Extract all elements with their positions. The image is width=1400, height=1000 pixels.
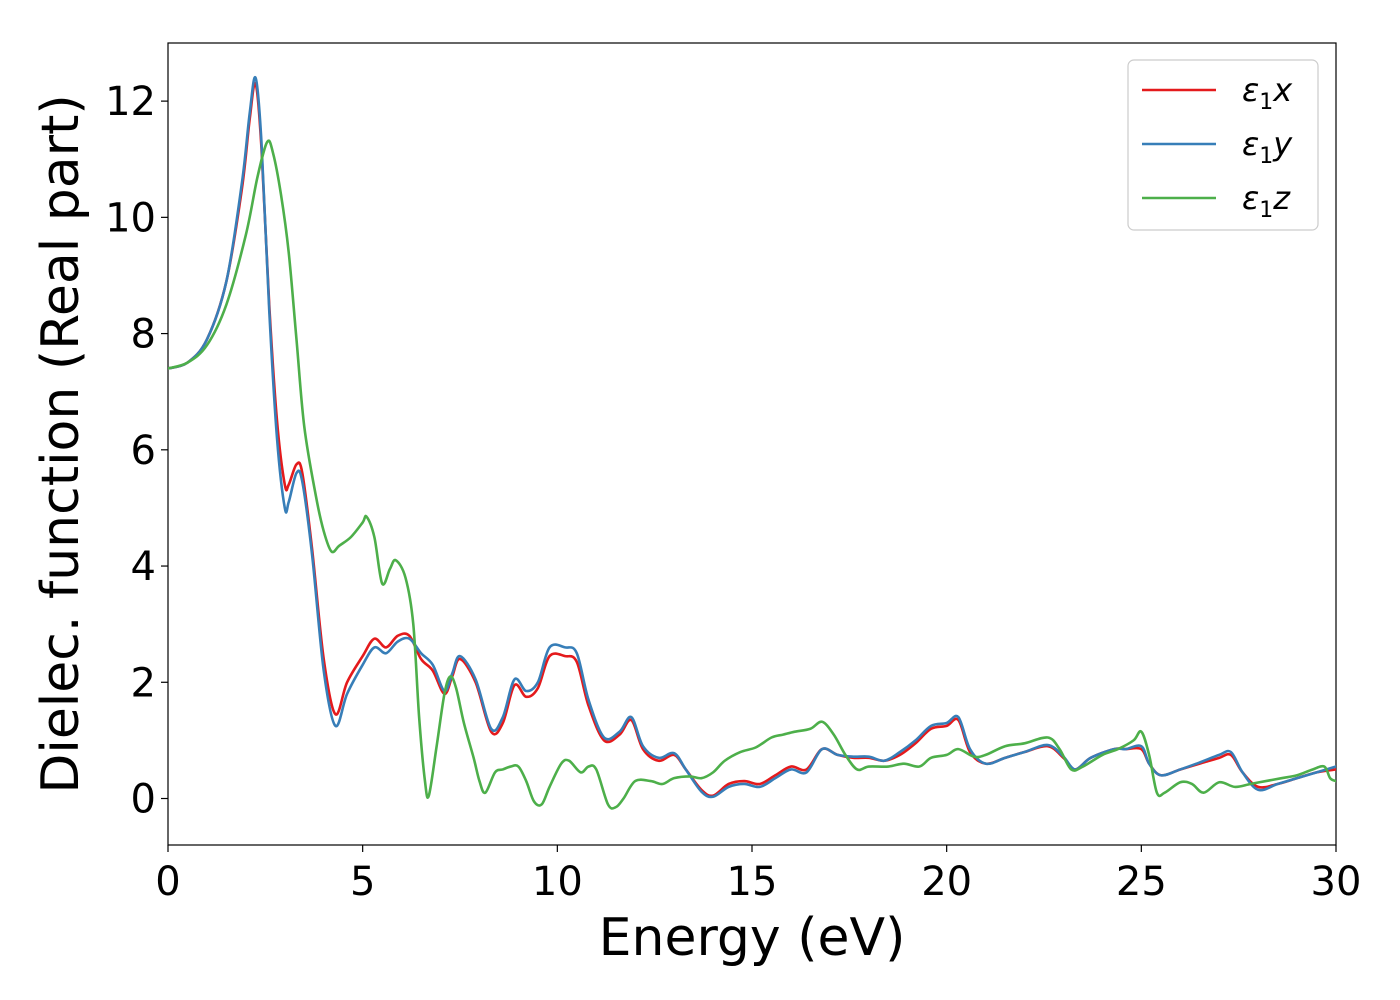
legend: ε1x ε1y ε1z: [1127, 59, 1319, 231]
x-tick-label: 5: [350, 859, 375, 905]
y-tick-label: 12: [105, 79, 156, 125]
y-tick-label: 2: [131, 660, 156, 706]
x-axis: 0 5 10 15 20 25 30: [155, 845, 1361, 905]
legend-label-x: ε1x: [1242, 71, 1293, 115]
y-tick-label: 10: [105, 195, 156, 241]
series-line-z: [168, 139, 1336, 810]
legend-label-z: ε1z: [1242, 179, 1291, 223]
series-line-y: [168, 75, 1336, 799]
legend-box: [1127, 59, 1319, 231]
x-axis-label: Energy (eV): [599, 908, 906, 968]
x-tick-label: 30: [1311, 859, 1362, 905]
y-axis-label: Dielec. function (Real part): [31, 94, 91, 793]
series-layer: [168, 75, 1336, 810]
y-tick-label: 8: [131, 312, 156, 358]
x-tick-label: 25: [1116, 859, 1167, 905]
legend-label-y: ε1y: [1242, 125, 1293, 169]
x-tick-label: 20: [921, 859, 972, 905]
y-tick-label: 0: [131, 777, 156, 823]
x-tick-label: 10: [532, 859, 583, 905]
x-tick-label: 0: [155, 859, 180, 905]
y-axis: 0 2 4 6 8 10 12: [105, 79, 168, 823]
y-tick-label: 4: [131, 544, 156, 590]
x-tick-label: 15: [727, 859, 778, 905]
y-tick-label: 6: [131, 428, 156, 474]
